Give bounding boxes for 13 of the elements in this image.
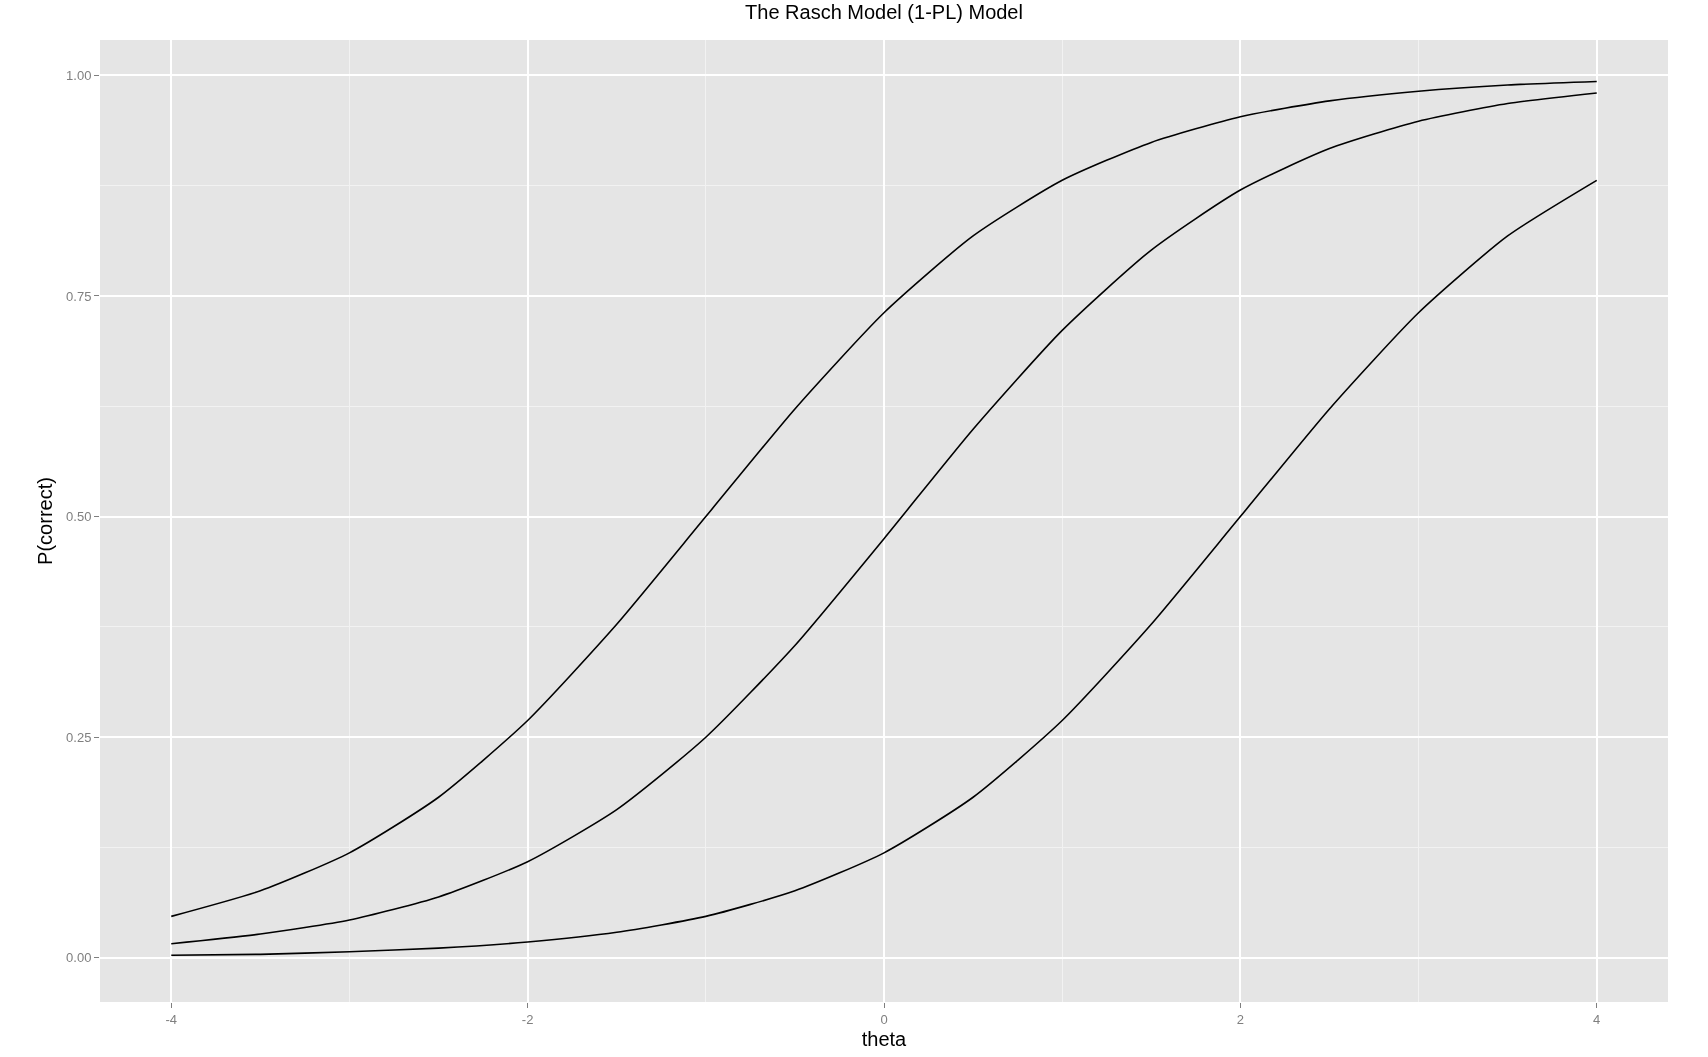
y-tick-label: 0.75	[66, 288, 92, 304]
y-tick-label: 1.00	[66, 67, 92, 83]
y-tick-label: 0.00	[66, 950, 92, 966]
y-tick-label: 0.25	[66, 729, 92, 745]
y-tick-label: 0.50	[66, 509, 92, 525]
x-tick-label: -4	[165, 1011, 178, 1027]
x-tick-label: 2	[1236, 1011, 1244, 1027]
x-tick-label: 0	[880, 1011, 888, 1027]
chart-title: The Rasch Model (1-PL) Model	[745, 1, 1023, 24]
x-tick-label: 4	[1593, 1011, 1601, 1027]
y-axis-title: P(correct)	[33, 477, 56, 565]
x-tick-label: -2	[521, 1011, 534, 1027]
x-axis-title: theta	[861, 1028, 908, 1051]
